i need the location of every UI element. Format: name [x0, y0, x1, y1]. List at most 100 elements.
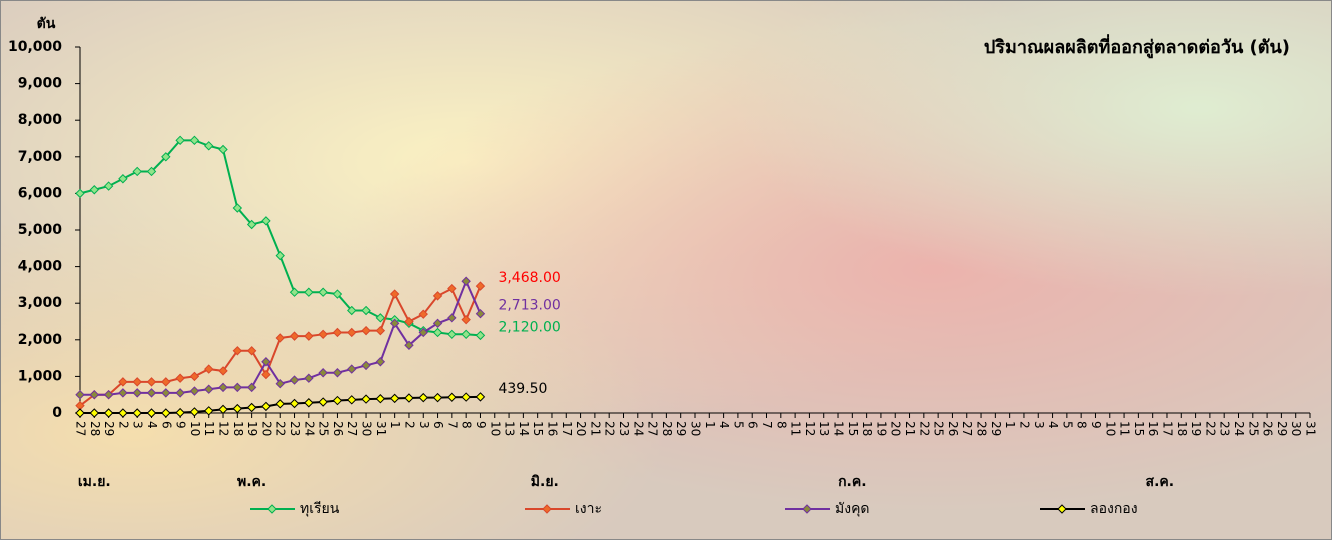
- value-label: 2,120.00: [498, 319, 560, 335]
- x-tick-label: 13: [503, 421, 517, 436]
- x-tick-label: 4: [717, 421, 731, 429]
- x-tick-label: 4: [145, 421, 159, 429]
- x-tick-label: 27: [345, 421, 359, 436]
- y-tick-label: 9,000: [18, 76, 63, 92]
- x-tick-label: 17: [1160, 421, 1174, 436]
- x-tick-label: 6: [159, 421, 173, 429]
- x-tick-label: 25: [932, 421, 946, 436]
- y-tick-label: 10,000: [8, 39, 62, 55]
- x-tick-label: 30: [1289, 421, 1303, 436]
- x-tick-label: 8: [1075, 421, 1089, 429]
- legend-label: ลองกอง: [1090, 501, 1138, 517]
- chart: ปริมาณผลผลิตที่ออกสู่ตลาดต่อวัน (ตัน) ตั…: [0, 0, 1332, 540]
- x-tick-label: 5: [1060, 421, 1074, 429]
- page: ปริมาณผลผลิตที่ออกสู่ตลาดต่อวัน (ตัน) ตั…: [0, 0, 1332, 540]
- x-tick-label: 23: [1218, 421, 1232, 436]
- x-tick-label: 15: [1132, 421, 1146, 436]
- value-label: 3,468.00: [498, 270, 560, 286]
- y-tick-label: 0: [52, 405, 62, 421]
- x-tick-label: 23: [288, 421, 302, 436]
- x-tick-label: 12: [803, 421, 817, 436]
- y-tick-label: 4,000: [18, 259, 63, 275]
- x-tick-label: 25: [1246, 421, 1260, 436]
- y-tick-label: 8,000: [18, 112, 63, 128]
- x-tick-label: 26: [1261, 421, 1275, 436]
- value-label: 2,713.00: [498, 298, 560, 314]
- x-tick-label: 21: [903, 421, 917, 436]
- x-tick-label: 1: [1003, 421, 1017, 429]
- x-group-label: ส.ค.: [1146, 474, 1175, 490]
- x-tick-label: 18: [860, 421, 874, 436]
- x-tick-label: 24: [1232, 421, 1246, 436]
- x-tick-label: 14: [832, 421, 846, 436]
- x-tick-label: 24: [631, 421, 645, 436]
- x-tick-label: 4: [1046, 421, 1060, 429]
- x-tick-label: 22: [603, 421, 617, 436]
- x-tick-label: 13: [817, 421, 831, 436]
- x-tick-label: 27: [646, 421, 660, 436]
- x-tick-label: 20: [574, 421, 588, 436]
- x-tick-label: 2: [116, 421, 130, 429]
- x-tick-label: 3: [1032, 421, 1046, 429]
- x-tick-label: 24: [302, 421, 316, 436]
- x-tick-label: 9: [174, 421, 188, 429]
- x-tick-label: 6: [431, 421, 445, 429]
- x-tick-label: 19: [1189, 421, 1203, 436]
- x-tick-label: 29: [102, 421, 116, 436]
- x-tick-label: 23: [617, 421, 631, 436]
- x-tick-label: 3: [417, 421, 431, 429]
- x-tick-label: 19: [874, 421, 888, 436]
- x-tick-label: 5: [731, 421, 745, 429]
- x-tick-label: 27: [960, 421, 974, 436]
- x-tick-label: 29: [674, 421, 688, 436]
- x-tick-label: 9: [474, 421, 488, 429]
- x-tick-label: 27: [74, 421, 88, 436]
- x-tick-label: 12: [217, 421, 231, 436]
- x-tick-label: 6: [746, 421, 760, 429]
- x-tick-label: 16: [545, 421, 559, 436]
- x-tick-label: 22: [274, 421, 288, 436]
- x-tick-label: 11: [1118, 421, 1132, 436]
- x-group-label: พ.ค.: [237, 474, 266, 490]
- x-tick-label: 25: [317, 421, 331, 436]
- x-tick-label: 30: [689, 421, 703, 436]
- x-tick-label: 16: [1146, 421, 1160, 436]
- legend-label: มังคุด: [835, 501, 870, 517]
- y-tick-label: 5,000: [18, 222, 63, 238]
- legend-label: เงาะ: [575, 501, 602, 517]
- x-tick-label: 21: [588, 421, 602, 436]
- x-tick-label: 9: [1089, 421, 1103, 429]
- x-tick-label: 10: [1103, 421, 1117, 436]
- x-tick-label: 3: [131, 421, 145, 429]
- y-tick-label: 2,000: [18, 332, 63, 348]
- x-tick-label: 29: [989, 421, 1003, 436]
- x-group-label: มิ.ย.: [531, 474, 559, 490]
- y-tick-label: 6,000: [18, 185, 63, 201]
- x-tick-label: 26: [331, 421, 345, 436]
- x-tick-label: 17: [560, 421, 574, 436]
- x-tick-label: 28: [88, 421, 102, 436]
- chart-title: ปริมาณผลผลิตที่ออกสู่ตลาดต่อวัน (ตัน): [984, 34, 1290, 59]
- x-tick-label: 1: [703, 421, 717, 429]
- x-tick-label: 15: [846, 421, 860, 436]
- y-tick-label: 7,000: [18, 149, 63, 165]
- y-tick-label: 3,000: [18, 295, 63, 311]
- x-tick-label: 15: [531, 421, 545, 436]
- x-tick-label: 1: [388, 421, 402, 429]
- x-tick-label: 18: [231, 421, 245, 436]
- y-tick-label: 1,000: [18, 368, 63, 384]
- x-group-label: เม.ย.: [78, 474, 111, 490]
- x-tick-label: 31: [374, 421, 388, 436]
- background-wash: [0, 0, 1332, 540]
- x-tick-label: 22: [917, 421, 931, 436]
- x-tick-label: 28: [975, 421, 989, 436]
- y-axis-label: ตัน: [37, 16, 56, 32]
- x-tick-label: 19: [245, 421, 259, 436]
- x-tick-label: 7: [760, 421, 774, 429]
- x-tick-label: 10: [188, 421, 202, 436]
- x-tick-label: 20: [889, 421, 903, 436]
- x-tick-label: 8: [774, 421, 788, 429]
- x-tick-label: 2: [402, 421, 416, 429]
- x-tick-label: 18: [1175, 421, 1189, 436]
- x-tick-label: 11: [789, 421, 803, 436]
